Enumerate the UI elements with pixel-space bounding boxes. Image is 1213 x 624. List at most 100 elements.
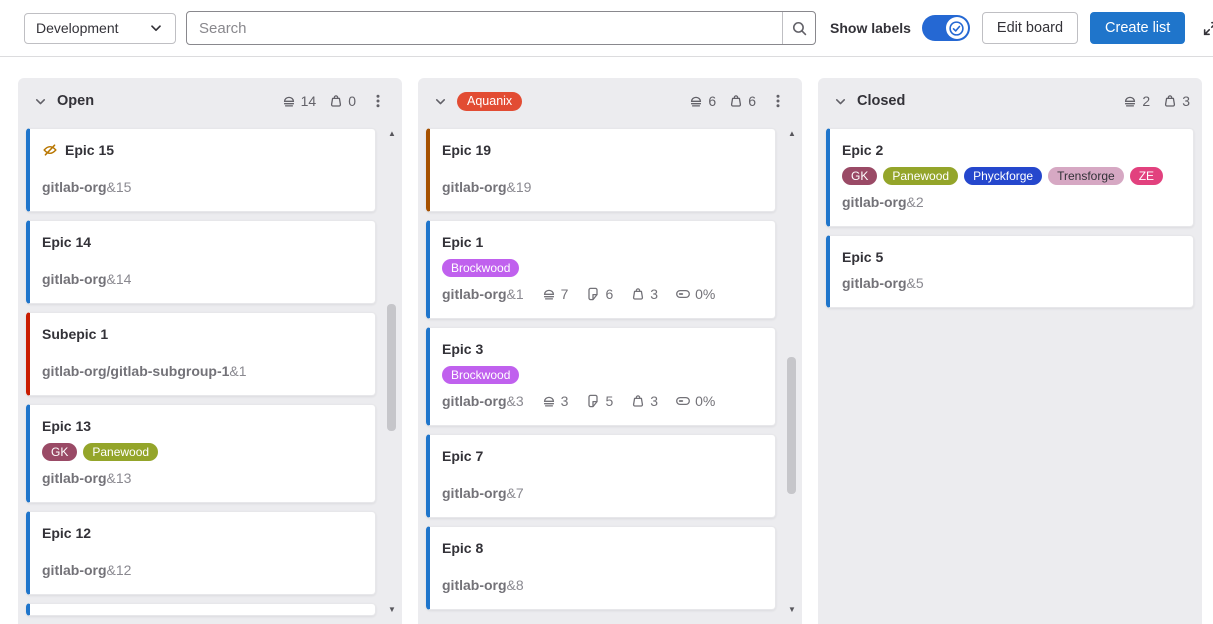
epic-count-icon xyxy=(691,96,702,107)
label-pill[interactable]: GK xyxy=(42,443,78,461)
weight-stat: 3 xyxy=(630,392,658,410)
epic-card-title[interactable]: Epic 14 xyxy=(42,234,92,250)
weight-icon xyxy=(633,288,644,300)
epic-card[interactable]: Subepic 1 gitlab-org/gitlab-subgroup-1 &1 xyxy=(26,312,376,396)
epic-ref-id: &13 xyxy=(106,470,132,486)
create-list-button[interactable]: Create list xyxy=(1090,12,1186,44)
toggle-knob xyxy=(945,17,968,39)
edit-board-button[interactable]: Edit board xyxy=(981,12,1079,44)
epic-card[interactable]: Epic 15 gitlab-org &15 xyxy=(26,128,376,212)
epic-card-title[interactable]: Epic 5 xyxy=(842,249,884,265)
epic-labels: Brockwood xyxy=(442,366,763,384)
board-list-aquanix: Aquanix 6 6 Epic 19 gitlab-org &19 xyxy=(418,78,802,624)
stat-value: 0% xyxy=(695,286,716,302)
list-scrollbar: ▲ ▼ xyxy=(385,128,399,616)
epic-card[interactable]: Epic 19 gitlab-org &19 xyxy=(426,128,776,212)
epic-card-title[interactable]: Epic 15 xyxy=(65,142,115,158)
scroll-down-arrow[interactable]: ▼ xyxy=(388,605,396,614)
list-actions-menu-button[interactable] xyxy=(366,91,390,111)
epic-card-title[interactable]: Epic 3 xyxy=(442,341,484,357)
scroll-down-arrow[interactable]: ▼ xyxy=(788,605,796,614)
epic-card[interactable]: Epic 1 Brockwood gitlab-org &1 7 6 xyxy=(426,220,776,319)
epic-ref-id: &1 xyxy=(229,363,247,379)
epic-ref-id: &14 xyxy=(106,271,132,287)
epic-card[interactable]: Epic 13 GK Panewood gitlab-org &13 xyxy=(26,404,376,503)
epic-count-icon xyxy=(543,289,554,300)
search-icon xyxy=(792,21,806,35)
list-scrollbar: ▲ ▼ xyxy=(785,128,799,616)
stat-value: 7 xyxy=(560,286,569,302)
label-pill[interactable]: Brockwood xyxy=(442,366,520,384)
label-pill[interactable]: ZE xyxy=(1129,167,1164,185)
epic-card-footer: gitlab-org &8 xyxy=(442,576,763,594)
label-pill[interactable]: Phyckforge xyxy=(964,167,1043,185)
epic-card-title[interactable]: Epic 13 xyxy=(42,418,92,434)
list-title-label[interactable]: Aquanix xyxy=(457,91,523,111)
list-title: Closed xyxy=(857,93,906,109)
scroll-up-arrow[interactable]: ▲ xyxy=(388,129,396,138)
list-counts: 2 3 xyxy=(1122,93,1190,109)
weight-icon xyxy=(1165,95,1176,107)
chevron-down-icon xyxy=(151,25,161,32)
total-weight: 6 xyxy=(748,93,756,109)
collapse-list-button[interactable] xyxy=(431,92,450,111)
epic-card[interactable]: Epic 2 GK Panewood Phyckforge Trensforge… xyxy=(826,128,1194,227)
list-counts: 14 0 xyxy=(281,93,356,109)
epic-ref-id: &15 xyxy=(106,179,132,195)
epic-card[interactable]: Epic 12 gitlab-org &12 xyxy=(26,511,376,595)
collapse-list-button[interactable] xyxy=(831,92,850,111)
list-header: Closed 2 3 xyxy=(818,78,1202,124)
epic-card-title[interactable]: Epic 7 xyxy=(442,448,484,464)
board-toolbar: Development Show labels Edit board Creat… xyxy=(0,0,1213,57)
progress-icon xyxy=(675,396,691,406)
stat-value: 5 xyxy=(605,393,614,409)
epic-ref-id: &2 xyxy=(906,194,924,210)
epic-card-footer: gitlab-org &13 xyxy=(42,469,363,487)
stat-value: 3 xyxy=(560,393,569,409)
epic-card-title[interactable]: Epic 19 xyxy=(442,142,492,158)
search-input[interactable] xyxy=(187,12,782,44)
epic-card-partial[interactable] xyxy=(26,603,376,616)
epic-ref-path: gitlab-org xyxy=(442,485,507,501)
search-button[interactable] xyxy=(782,12,815,44)
weight-icon xyxy=(633,395,644,407)
epic-card[interactable]: Epic 5 gitlab-org &5 xyxy=(826,235,1194,308)
label-pill[interactable]: Panewood xyxy=(883,167,959,185)
progress-stat: 0% xyxy=(675,285,715,303)
progress-stat: 0% xyxy=(675,392,715,410)
epic-ref-id: &19 xyxy=(506,179,532,195)
check-icon xyxy=(949,20,965,36)
label-pill[interactable]: Panewood xyxy=(83,443,159,461)
kebab-menu-icon xyxy=(776,94,780,108)
label-pill[interactable]: Brockwood xyxy=(442,259,520,277)
label-pill[interactable]: Trensforge xyxy=(1048,167,1124,185)
epic-card-title[interactable]: Epic 1 xyxy=(442,234,484,250)
weight-icon xyxy=(331,95,342,107)
scroll-up-arrow[interactable]: ▲ xyxy=(788,129,796,138)
epic-card-title[interactable]: Epic 8 xyxy=(442,540,484,556)
board-switcher-dropdown[interactable]: Development xyxy=(24,12,176,44)
label-pill[interactable]: GK xyxy=(842,167,878,185)
scrollbar-thumb[interactable] xyxy=(787,357,796,494)
epic-card-title[interactable]: Epic 12 xyxy=(42,525,92,541)
epic-card-title[interactable]: Epic 2 xyxy=(842,142,884,158)
epic-ref-path: gitlab-org/gitlab-subgroup-1 xyxy=(42,363,230,379)
collapse-list-button[interactable] xyxy=(31,92,50,111)
fullscreen-button[interactable] xyxy=(1198,16,1213,41)
epic-card[interactable]: Epic 14 gitlab-org &14 xyxy=(26,220,376,304)
epic-labels: Brockwood xyxy=(442,259,763,277)
list-actions-menu-button[interactable] xyxy=(766,91,790,111)
epic-card[interactable]: Epic 7 gitlab-org &7 xyxy=(426,434,776,518)
epic-card[interactable]: Epic 3 Brockwood gitlab-org &3 3 5 xyxy=(426,327,776,426)
epic-card-title[interactable]: Subepic 1 xyxy=(42,326,109,342)
issue-count-icon xyxy=(588,287,599,301)
epic-count-icon xyxy=(283,96,294,107)
board-list-open: Open 14 0 Epic 15 gitlab-org &15 xyxy=(18,78,402,624)
show-labels-toggle[interactable] xyxy=(921,15,970,41)
chevron-down-icon xyxy=(435,98,446,104)
scrollbar-thumb[interactable] xyxy=(387,303,396,431)
weight-icon xyxy=(731,95,742,107)
total-weight: 3 xyxy=(1182,93,1190,109)
epic-count-icon xyxy=(1125,96,1136,107)
epic-card[interactable]: Epic 8 gitlab-org &8 xyxy=(426,526,776,610)
